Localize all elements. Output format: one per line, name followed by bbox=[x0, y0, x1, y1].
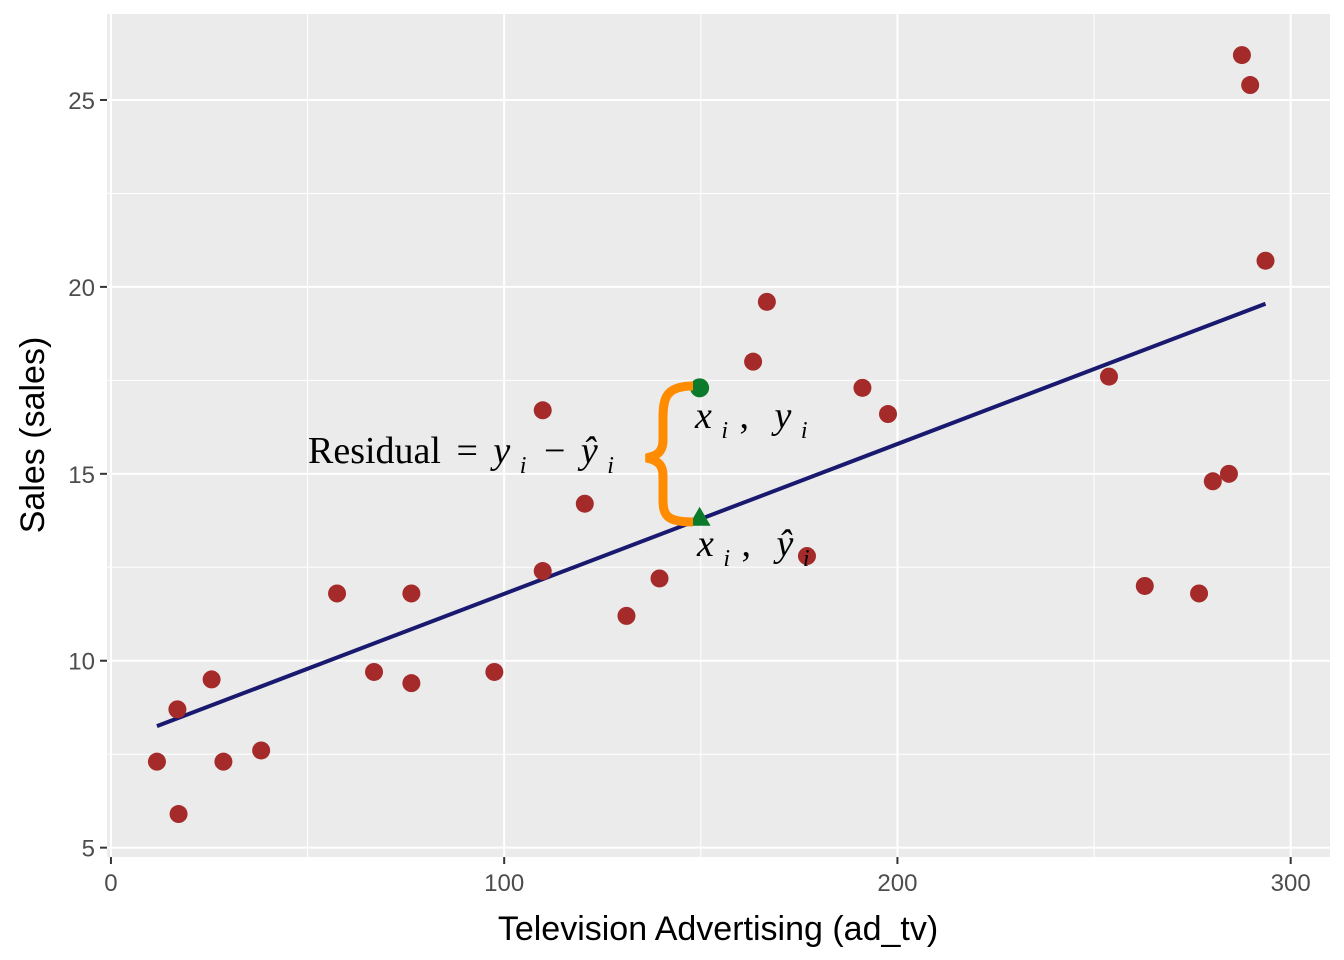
data-point bbox=[1099, 367, 1118, 386]
axis-ticks bbox=[100, 98, 1292, 864]
x-tick-label: 0 bbox=[104, 870, 117, 897]
data-points bbox=[147, 46, 1275, 824]
regression-line-layer bbox=[156, 301, 1267, 729]
data-point bbox=[744, 352, 763, 371]
data-point bbox=[168, 700, 187, 719]
observed-comma: , bbox=[740, 395, 750, 437]
observed-y-symbol: y bbox=[771, 395, 792, 437]
data-point bbox=[169, 805, 188, 824]
y-hat-symbol: ŷ bbox=[577, 430, 598, 472]
data-point bbox=[147, 752, 166, 771]
observed-point-label: x i , y i bbox=[694, 395, 808, 447]
residual-word: Residual bbox=[308, 430, 441, 472]
data-point bbox=[252, 741, 271, 760]
observed-x-subscript: i bbox=[721, 418, 728, 444]
y-tick-label: 20 bbox=[68, 275, 95, 302]
minus-sign: − bbox=[544, 430, 565, 472]
observed-x-symbol: x bbox=[694, 395, 712, 437]
data-point bbox=[617, 606, 636, 625]
x-tick-label: 200 bbox=[877, 870, 917, 897]
data-point bbox=[878, 405, 897, 424]
data-point bbox=[533, 562, 552, 581]
data-point bbox=[575, 494, 594, 513]
data-point bbox=[1219, 464, 1238, 483]
data-point bbox=[650, 569, 669, 588]
data-point bbox=[1256, 251, 1275, 270]
data-point bbox=[1203, 472, 1222, 491]
y-axis-title: Sales (sales) bbox=[14, 337, 52, 534]
equals-sign: = bbox=[456, 430, 477, 472]
fitted-point-label: x i , ŷ i bbox=[696, 523, 810, 575]
x-axis-title: Television Advertising (ad_tv) bbox=[498, 910, 938, 948]
data-point bbox=[402, 584, 421, 603]
data-point bbox=[797, 547, 816, 566]
data-point bbox=[1135, 576, 1154, 595]
major-gridlines bbox=[107, 14, 1330, 857]
y-tick-label: 25 bbox=[68, 88, 95, 115]
y-tick-label: 15 bbox=[68, 462, 95, 489]
fitted-point-marker bbox=[688, 506, 711, 526]
highlight-layer bbox=[688, 378, 711, 526]
y-tick-label: 5 bbox=[82, 836, 95, 863]
data-point bbox=[533, 401, 552, 420]
data-point bbox=[853, 378, 872, 397]
residual-equation: Residual = y i − ŷ i bbox=[308, 430, 614, 482]
data-point bbox=[485, 662, 504, 681]
panel-background bbox=[107, 14, 1330, 857]
minor-gridlines bbox=[107, 14, 1330, 857]
data-point bbox=[202, 670, 221, 689]
observed-y-subscript: i bbox=[801, 418, 808, 444]
data-point bbox=[1232, 46, 1251, 65]
regression-line bbox=[156, 301, 1267, 729]
data-point bbox=[365, 662, 384, 681]
y-hat-subscript: i bbox=[607, 453, 614, 479]
data-point bbox=[757, 292, 776, 311]
data-point bbox=[328, 584, 347, 603]
tick-labels: 0 100 200 300 5 10 15 20 25 bbox=[68, 88, 1310, 897]
fitted-x-subscript: i bbox=[723, 546, 730, 572]
x-tick-label: 100 bbox=[484, 870, 524, 897]
data-point bbox=[214, 752, 233, 771]
fitted-y-hat-subscript: i bbox=[803, 546, 810, 572]
y-subscript: i bbox=[520, 453, 527, 479]
y-tick-label: 10 bbox=[68, 649, 95, 676]
data-point bbox=[1241, 76, 1260, 95]
y-symbol: y bbox=[489, 430, 510, 472]
data-point bbox=[1190, 584, 1209, 603]
fitted-y-hat-symbol: ŷ bbox=[773, 523, 794, 565]
data-point bbox=[402, 674, 421, 693]
fitted-comma: , bbox=[742, 523, 752, 565]
fitted-x-symbol: x bbox=[696, 523, 714, 565]
observed-point-marker bbox=[690, 378, 710, 398]
x-tick-label: 300 bbox=[1271, 870, 1311, 897]
residual-brace bbox=[645, 381, 694, 527]
